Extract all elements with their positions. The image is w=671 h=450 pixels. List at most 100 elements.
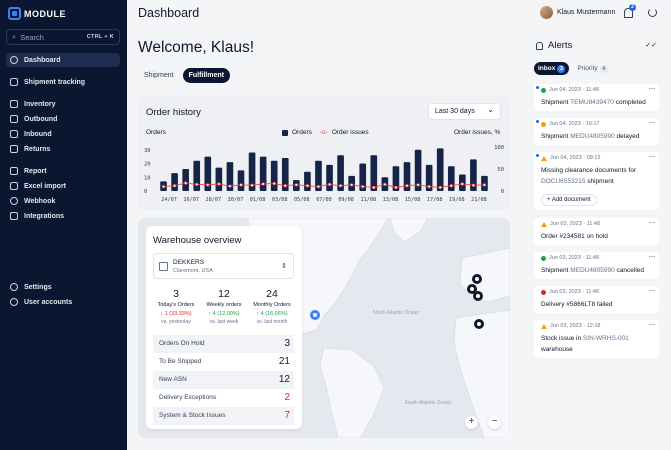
warehouse-pin[interactable]: [310, 310, 320, 320]
more-icon[interactable]: ···: [648, 218, 656, 227]
alert-text: Shipment: [541, 267, 571, 274]
dashboard-icon: [10, 56, 18, 64]
logo-icon: [8, 7, 21, 20]
x-tick-label: 19/08: [449, 197, 465, 203]
alert-item[interactable]: Jun 03, 2023 · 11:48 ··· Delivery #5866L…: [534, 286, 659, 313]
sidebar-item-inventory[interactable]: Inventory: [6, 97, 120, 111]
location-pin[interactable]: [474, 319, 484, 329]
location-pin[interactable]: [467, 284, 477, 294]
bar-orders: [248, 152, 256, 191]
tab-fulfillment[interactable]: Fulfillment: [182, 68, 230, 83]
alert-tail: cancelled: [614, 267, 645, 274]
app-logo[interactable]: MODULE: [8, 7, 66, 20]
alert-text: Shipment: [541, 99, 571, 106]
alert-tabs: Inbox 3 Priority 4: [534, 62, 612, 75]
map-label-south-atlantic: South Atlantic Ocean: [405, 400, 452, 406]
alert-time: Jun 03, 2023 · 11:48: [549, 289, 600, 295]
warehouse-overview-title: Warehouse overview: [153, 235, 242, 246]
bar-orders: [359, 163, 367, 191]
bar-orders: [182, 169, 189, 191]
alert-tail: #5866LT8 failed: [566, 301, 613, 308]
order-history-chart: 0 10 20 30 0 50 100 24/07 26/07 28/07 30/07 01/08 03…: [144, 145, 504, 203]
sidebar-item-outbound[interactable]: Outbound: [6, 112, 120, 126]
user-menu[interactable]: Klaus Mustermann: [540, 6, 615, 19]
alert-item[interactable]: Jun 04, 2023 · 09:12 ··· Missing clearan…: [534, 152, 659, 210]
more-icon[interactable]: ···: [648, 84, 656, 93]
user-name: Klaus Mustermann: [557, 9, 616, 16]
more-icon[interactable]: ···: [648, 320, 656, 329]
row-delivery-exceptions[interactable]: Delivery Exceptions 2: [153, 389, 294, 407]
alert-code[interactable]: MEDU4805990: [570, 133, 615, 140]
alert-code[interactable]: DOCU6553215: [541, 177, 586, 185]
search-input[interactable]: ⌕ Search CTRL + K: [6, 29, 120, 45]
row-label: Orders On Hold: [159, 340, 205, 347]
row-new-asn[interactable]: New ASN 12: [153, 371, 294, 389]
sidebar-item-report[interactable]: Report: [6, 164, 120, 178]
x-tick-label: 30/07: [228, 197, 244, 203]
warehouse-select[interactable]: DEKKERS Claremont, USA ⇕: [153, 253, 294, 279]
alert-item[interactable]: Jun 03, 2023 · 12:18 ··· Stock issue in …: [534, 320, 659, 358]
alert-item[interactable]: Jun 04, 2023 · 11:48 ··· Shipment TEMU84…: [534, 84, 659, 111]
bar-orders: [215, 167, 223, 191]
more-icon[interactable]: ···: [648, 252, 656, 261]
bell-icon[interactable]: [624, 8, 633, 18]
alert-item[interactable]: Jun 04, 2023 · 10:17 ··· Shipment MEDU48…: [534, 118, 659, 145]
date-range-select[interactable]: Last 30 days: [428, 102, 501, 120]
alert-time: Jun 04, 2023 · 11:48: [549, 87, 600, 93]
more-icon[interactable]: ···: [648, 118, 656, 127]
alert-text: Shipment: [541, 133, 571, 140]
box-icon: [10, 100, 18, 108]
sidebar-item-label: Settings: [24, 283, 52, 291]
sidebar-item-settings[interactable]: Settings: [6, 280, 120, 294]
location-pin[interactable]: [472, 274, 482, 284]
row-to-be-shipped[interactable]: To Be Shipped 21: [153, 353, 294, 371]
error-icon: [541, 289, 546, 295]
warning-icon: [541, 221, 547, 227]
row-system-stock-issues[interactable]: System & Stock Issues 7: [153, 407, 294, 425]
alert-time: Jun 03, 2023 · 12:18: [550, 323, 601, 329]
alert-text: Delivery: [541, 301, 567, 308]
point-order-issues: [184, 181, 188, 185]
sidebar-item-webhook[interactable]: Webhook: [6, 194, 120, 208]
order-history-card: Order history Last 30 days Orders Orders…: [138, 95, 510, 210]
sidebar-item-user-accounts[interactable]: User accounts: [6, 295, 120, 309]
stat-label: Weekly orders: [206, 302, 242, 308]
sidebar-item-integrations[interactable]: Integrations: [6, 209, 120, 223]
alerts-title: Alerts: [548, 40, 573, 51]
zoom-out-button[interactable]: −: [488, 416, 501, 429]
page-title: Dashboard: [138, 6, 200, 20]
sidebar-item-inbound[interactable]: Inbound: [6, 127, 120, 141]
alert-code[interactable]: MEDU4805990: [570, 267, 615, 274]
more-icon[interactable]: ···: [648, 286, 656, 295]
location-pin[interactable]: [473, 291, 483, 301]
bar-orders: [270, 160, 278, 191]
more-icon[interactable]: ···: [648, 152, 656, 161]
sidebar-item-excel-import[interactable]: Excel import: [6, 179, 120, 193]
add-document-button[interactable]: + Add document: [541, 194, 597, 206]
point-order-issues: [460, 182, 464, 186]
tab-priority[interactable]: Priority 4: [573, 62, 611, 75]
issues-axis-label: Order issues, %: [454, 129, 501, 136]
point-order-issues: [305, 184, 310, 188]
alert-code[interactable]: TEMU8439470: [570, 99, 614, 106]
tab-shipment[interactable]: Shipment: [144, 72, 174, 79]
tab-inbox[interactable]: Inbox 3: [534, 62, 570, 75]
alert-code[interactable]: SIN-WRHS-001: [582, 335, 629, 342]
map-card: North Atlantic Ocean South Atlantic Ocea…: [138, 218, 510, 438]
sidebar-item-returns[interactable]: Returns: [6, 142, 120, 156]
line-order-issues: [163, 182, 485, 188]
order-history-title: Order history: [146, 107, 201, 118]
alert-item[interactable]: Jun 03, 2023 · 11:48 ··· Order #234581 o…: [534, 218, 659, 245]
zoom-in-button[interactable]: +: [465, 416, 478, 429]
bar-orders: [315, 160, 322, 191]
outbound-icon: [10, 115, 18, 123]
sidebar-item-dashboard[interactable]: Dashboard: [6, 53, 120, 67]
mark-all-read-icon[interactable]: ✓✓: [645, 42, 657, 49]
users-icon: [10, 298, 18, 306]
alert-item[interactable]: Jun 03, 2023 · 11:48 ··· Shipment MEDU48…: [534, 252, 659, 279]
refresh-icon[interactable]: [648, 8, 657, 17]
alert-time: Jun 03, 2023 · 11:48: [550, 221, 601, 227]
integrations-icon: [10, 212, 18, 220]
row-orders-on-hold[interactable]: Orders On Hold 3: [153, 335, 294, 353]
sidebar-item-shipment-tracking[interactable]: Shipment tracking: [6, 75, 120, 89]
